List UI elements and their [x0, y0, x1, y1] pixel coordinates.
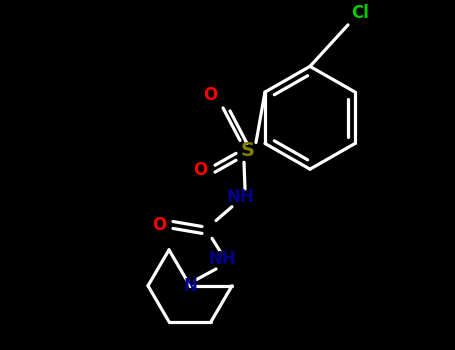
Text: O: O [203, 86, 217, 104]
Text: NH: NH [226, 188, 254, 206]
Text: O: O [152, 217, 166, 235]
Text: NH: NH [208, 250, 236, 268]
Text: N: N [183, 277, 197, 295]
Text: Cl: Cl [351, 4, 369, 22]
Text: O: O [193, 161, 207, 179]
Text: S: S [241, 141, 255, 160]
